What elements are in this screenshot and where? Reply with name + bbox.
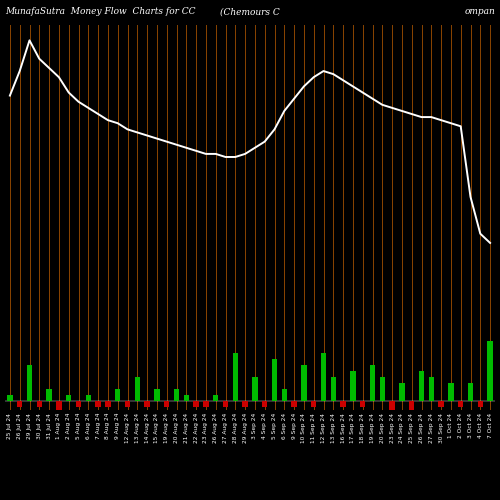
Bar [438,401,444,407]
Text: (Chemours C: (Chemours C [220,8,280,16]
Bar [203,401,208,407]
Bar [292,401,297,407]
Bar [370,365,375,401]
Bar [488,341,493,401]
Bar [27,365,32,401]
Bar [321,353,326,401]
Text: ompan: ompan [465,8,496,16]
Bar [105,401,110,407]
Bar [76,401,81,407]
Bar [232,353,238,401]
Bar [301,365,306,401]
Bar [96,401,101,407]
Bar [478,401,483,407]
Bar [115,389,120,401]
Bar [330,377,336,401]
Bar [252,377,258,401]
Bar [46,389,52,401]
Text: MunafaSutra  Money Flow  Charts for CC: MunafaSutra Money Flow Charts for CC [5,8,196,16]
Bar [194,401,199,407]
Bar [448,383,454,401]
Bar [428,377,434,401]
Bar [7,395,12,401]
Bar [419,371,424,401]
Bar [282,389,287,401]
Bar [340,401,346,407]
Bar [390,401,395,413]
Bar [66,395,71,401]
Bar [311,401,316,407]
Bar [36,401,42,407]
Bar [409,401,414,413]
Bar [458,401,464,407]
Bar [242,401,248,407]
Bar [134,377,140,401]
Bar [184,395,189,401]
Bar [213,395,218,401]
Bar [56,401,62,413]
Bar [399,383,404,401]
Bar [350,371,356,401]
Bar [223,401,228,407]
Bar [468,383,473,401]
Bar [174,389,179,401]
Bar [272,359,277,401]
Bar [144,401,150,407]
Bar [86,395,91,401]
Bar [262,401,268,407]
Bar [17,401,22,407]
Bar [360,401,366,407]
Bar [125,401,130,407]
Bar [164,401,170,407]
Bar [154,389,160,401]
Bar [380,377,385,401]
